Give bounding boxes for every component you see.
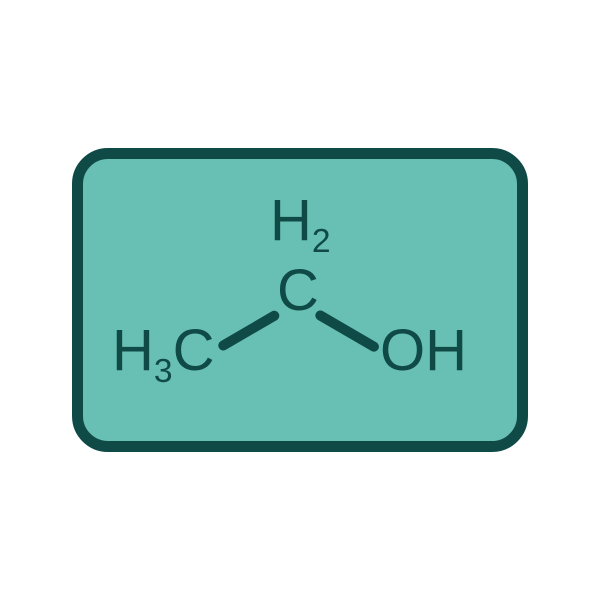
label-h3c-left: H 3 C [112,322,214,380]
label-h3c-sub: 3 [154,355,173,389]
label-h2-sub: 2 [312,225,331,259]
label-oh-main: OH [380,322,467,380]
label-h2-top: H 2 [270,192,331,250]
label-h2-main: H [270,192,312,250]
label-c-center: C [277,262,319,320]
label-h3c-pre: H [112,322,154,380]
label-h3c-post: C [173,322,215,380]
label-c-main: C [277,262,319,320]
label-oh-right: OH [380,322,467,380]
